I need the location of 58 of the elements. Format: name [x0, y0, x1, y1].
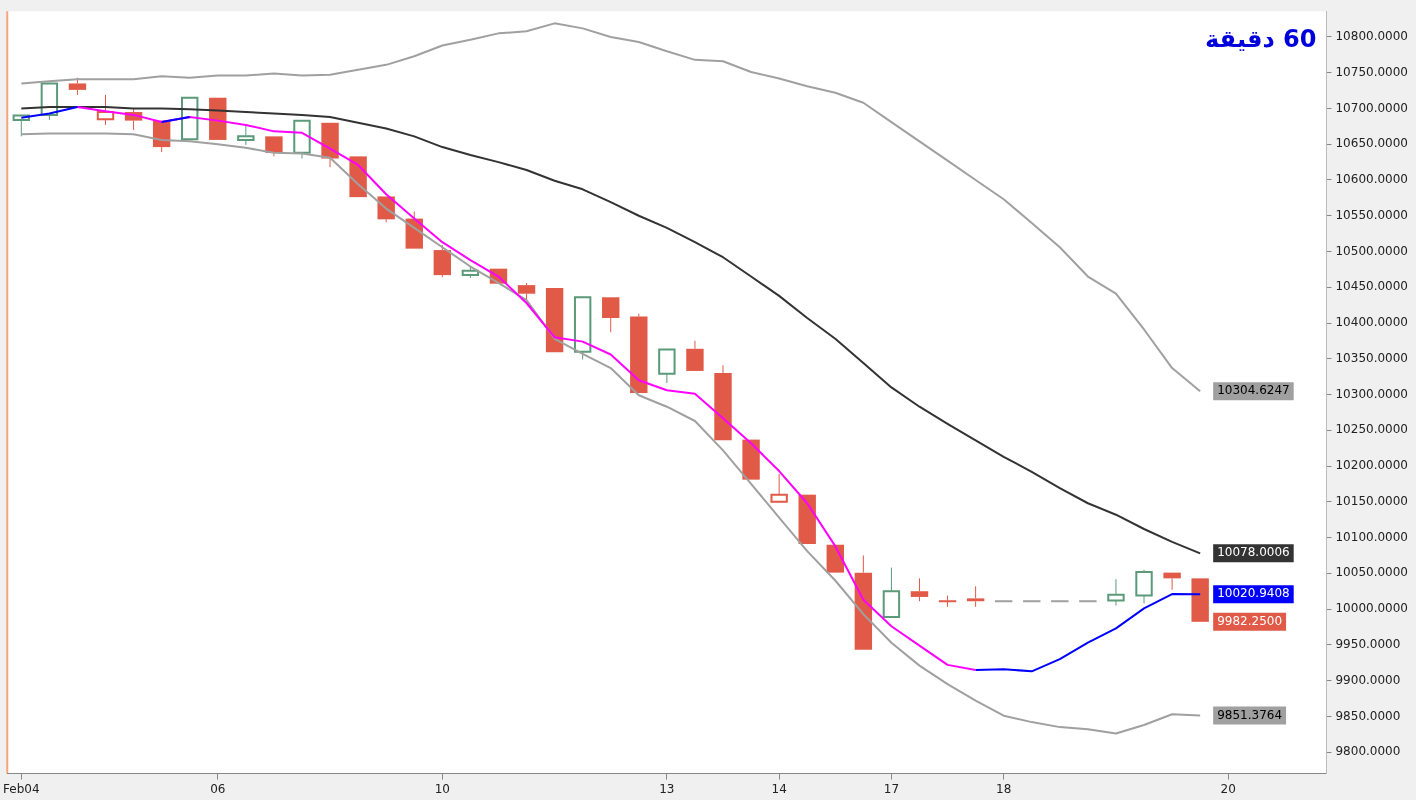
y-tick-label: 10450.0000	[1335, 279, 1408, 294]
candlestick	[602, 297, 620, 333]
y-tick-label: 10400.0000	[1335, 315, 1408, 330]
x-tick-label: Feb04	[3, 781, 40, 796]
candlestick	[1022, 600, 1042, 603]
y-tick-label: 10500.0000	[1335, 243, 1408, 258]
y-tick-label: 10750.0000	[1335, 64, 1408, 79]
x-tick-label: 17	[883, 781, 900, 796]
y-tick-label: 10550.0000	[1335, 207, 1408, 222]
y-tick-label: 9850.0000	[1335, 708, 1401, 723]
y-tick-label: 9950.0000	[1335, 636, 1401, 651]
text: 9982.2500	[1217, 613, 1283, 628]
candlestick	[882, 567, 901, 618]
y-tick-label: 9800.0000	[1335, 744, 1401, 759]
y-tick-label: 10050.0000	[1335, 565, 1408, 580]
x-tick-label: 06	[210, 781, 226, 796]
y-tick-label: 10100.0000	[1335, 529, 1408, 544]
y-tick-label: 10800.0000	[1335, 29, 1408, 44]
candlestick	[770, 473, 788, 503]
data-label: 10078.0006	[1217, 545, 1290, 560]
candlestick	[1135, 569, 1153, 604]
candlestick	[96, 94, 115, 126]
candlestick	[742, 439, 760, 480]
candlestick	[181, 96, 199, 141]
y-tick-label: 9900.0000	[1335, 672, 1401, 687]
text: 60 دقيقة	[1205, 25, 1317, 54]
y-tick-label: 10150.0000	[1335, 493, 1408, 508]
candlestick	[630, 313, 648, 394]
candlestick	[321, 122, 339, 168]
candlestick	[265, 136, 283, 157]
candlestick	[658, 348, 676, 384]
candlestick	[798, 494, 816, 545]
y-tick-label: 10300.0000	[1335, 386, 1408, 401]
y-tick-label: 10650.0000	[1335, 136, 1408, 151]
candlestick	[545, 287, 564, 353]
x-tick-label: 10	[434, 781, 450, 796]
candlestick	[1050, 600, 1070, 603]
candlestick	[1163, 572, 1181, 591]
data-label: 10304.6247	[1217, 383, 1290, 398]
x-tick-label: 18	[996, 781, 1012, 796]
candlestick	[714, 364, 732, 441]
candlestick	[686, 340, 704, 371]
candlestick	[1078, 600, 1098, 603]
candlestick	[966, 585, 985, 608]
y-tick-label: 10350.0000	[1335, 350, 1408, 365]
x-tick-label: 13	[659, 781, 675, 796]
y-tick-label: 10250.0000	[1335, 422, 1408, 437]
y-tick-label: 10700.0000	[1335, 100, 1408, 115]
y-tick-label: 10200.0000	[1335, 458, 1408, 473]
y-tick-label: 10000.0000	[1335, 601, 1408, 616]
candlestick	[1191, 578, 1209, 622]
x-tick-label: 20	[1220, 781, 1236, 796]
x-tick-label: 14	[771, 781, 787, 796]
candlestick	[910, 577, 929, 602]
data-label: 9851.3764	[1217, 707, 1283, 722]
candlestick	[293, 119, 311, 160]
y-tick-label: 10600.0000	[1335, 172, 1408, 187]
data-label: 10020.9408	[1217, 586, 1290, 601]
